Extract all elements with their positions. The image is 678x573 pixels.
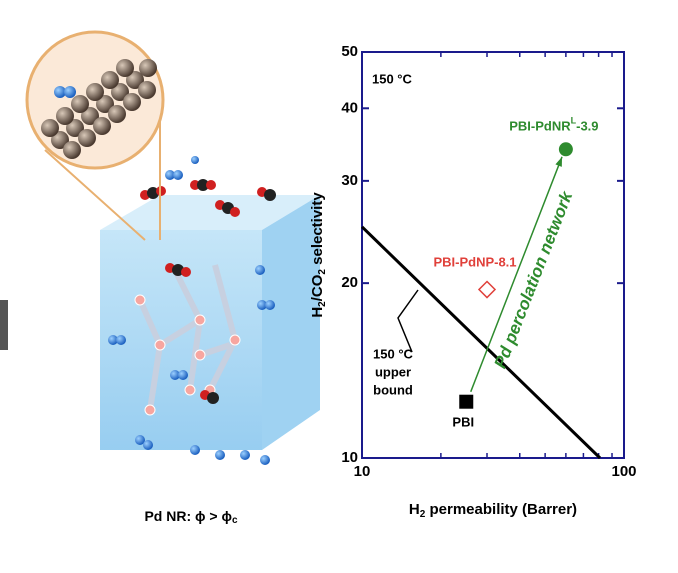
point: [459, 394, 474, 409]
arrow-label: Pd percolation network: [491, 187, 577, 371]
point-label: PBI: [452, 415, 474, 430]
subscript: 2: [317, 301, 328, 307]
h2-zoom: [64, 86, 76, 98]
caption-text: Pd NR: ϕ > ϕ: [144, 508, 232, 524]
edge-mark: [0, 300, 8, 350]
box-top: [100, 195, 320, 230]
subscript: 2: [317, 269, 328, 275]
x-tick-label: 100: [611, 463, 636, 480]
label-name: PBI: [452, 415, 474, 430]
y-tick-label: 40: [341, 99, 358, 116]
label-name: PBI-PdNP-8.1: [433, 255, 516, 270]
box-side: [262, 195, 320, 450]
temperature-label: 150 °C: [372, 71, 413, 86]
label-part: H: [309, 307, 326, 318]
point-label: PBI-PdNRL-3.9: [509, 116, 598, 134]
arrow-line: [470, 156, 563, 393]
label-part: selectivity: [309, 192, 326, 269]
point-label: PBI-PdNP-8.1: [433, 255, 516, 270]
upper-bound-pointer: [397, 289, 419, 353]
arrow-head: [555, 156, 563, 167]
pd-nodes: [134, 294, 241, 416]
upper-bound-line: [360, 225, 602, 460]
label-part: H: [409, 501, 420, 518]
label-suffix: -3.9: [576, 119, 598, 134]
illustration: Pd NR: ϕ > ϕc: [0, 30, 320, 526]
axis-label: H2 permeability (Barrer): [409, 501, 577, 520]
zoom-lines: [44, 120, 161, 241]
h2-molecules: [108, 156, 275, 465]
point: [558, 142, 573, 157]
upper-bound-label: 150 °C: [373, 346, 414, 361]
caption-subscript: c: [232, 515, 238, 526]
label-name: PBI-PdNR: [509, 119, 571, 134]
upper-bound-label: upper: [375, 364, 411, 379]
subscript: 2: [420, 509, 426, 520]
plot-frame: [361, 51, 625, 459]
y-tick-label: 30: [341, 172, 358, 189]
pd-atoms: [41, 59, 157, 159]
upper-bound-label: bound: [373, 382, 413, 397]
label-part: /CO: [309, 274, 326, 301]
label-part: permeability (Barrer): [425, 501, 577, 518]
point: [477, 280, 497, 299]
x-tick-label: 10: [354, 463, 371, 480]
co2-molecules: [140, 179, 276, 404]
y-tick-label: 10: [341, 449, 358, 466]
y-tick-label: 20: [341, 274, 358, 291]
axis-label: H2/CO2 selectivity: [309, 192, 328, 318]
label-superscript: L: [571, 116, 577, 126]
y-tick-label: 50: [341, 43, 358, 60]
caption: Pd NR: ϕ > ϕc: [144, 508, 238, 526]
h2-zoom: [54, 86, 66, 98]
